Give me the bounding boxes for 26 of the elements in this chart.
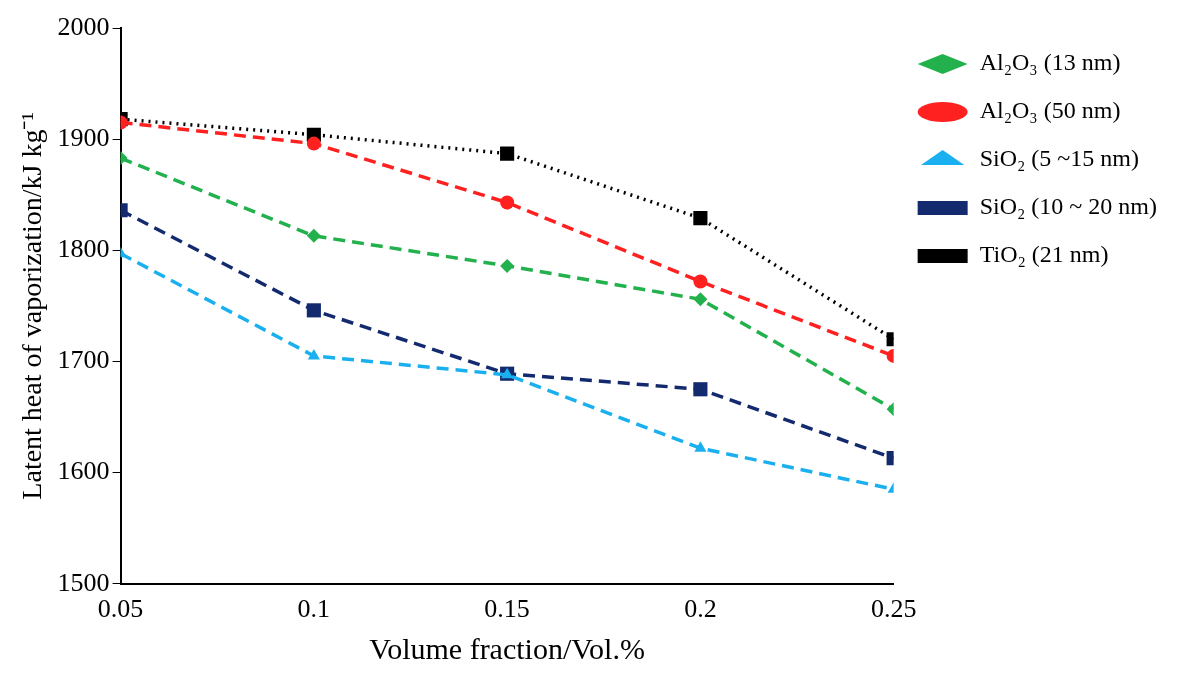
legend-label: TiO₂ (21 nm) — [979, 241, 1109, 268]
x-tick-label: 0.1 — [297, 594, 331, 624]
x-tick-label: 0.2 — [684, 594, 717, 624]
point — [693, 211, 708, 226]
legend-label: Al₂O₃ (50 nm) — [979, 97, 1121, 124]
y-tick-label: 2000 — [57, 11, 110, 41]
point — [694, 441, 707, 452]
point — [500, 195, 515, 210]
point — [500, 146, 515, 161]
legend-label: SiO₂ (10 ~ 20 nm) — [979, 193, 1158, 220]
y-tick-label: 1500 — [57, 567, 110, 597]
y-tick-label: 1800 — [57, 234, 110, 264]
legend-label: SiO₂ (5 ~15 nm) — [979, 145, 1140, 172]
y-tick-label: 1900 — [57, 122, 110, 152]
point — [693, 382, 708, 397]
y-tick-label: 1600 — [57, 456, 110, 486]
point — [693, 274, 708, 289]
x-tick-label: 0.05 — [97, 594, 144, 624]
x-tick-label: 0.15 — [484, 594, 530, 624]
y-tick-label: 1700 — [57, 345, 110, 375]
point — [500, 258, 515, 273]
y-axis-title: Latent heat of vaporization/kJ kg⁻¹ — [16, 112, 48, 500]
legend-label: Al₂O₃ (13 nm) — [979, 49, 1121, 76]
point — [693, 292, 708, 307]
x-axis-title: Volume fraction/Vol.% — [369, 631, 645, 665]
x-tick-label: 0.25 — [870, 594, 917, 624]
